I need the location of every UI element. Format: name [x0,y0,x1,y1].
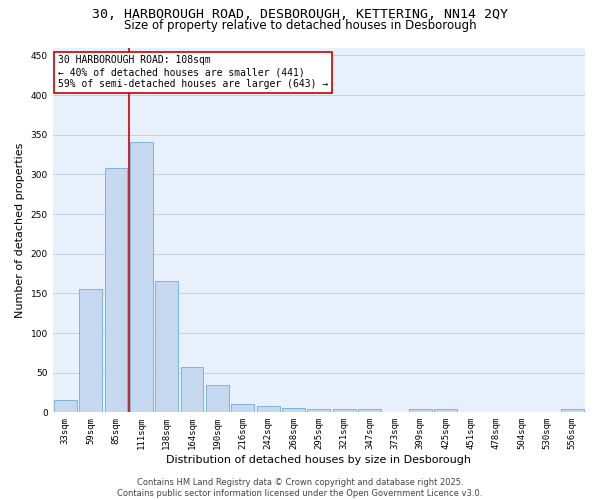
Text: Contains HM Land Registry data © Crown copyright and database right 2025.
Contai: Contains HM Land Registry data © Crown c… [118,478,482,498]
Bar [561,409,584,412]
Bar [130,142,153,412]
X-axis label: Distribution of detached houses by size in Desborough: Distribution of detached houses by size … [166,455,472,465]
Text: 30 HARBOROUGH ROAD: 108sqm
← 40% of detached houses are smaller (441)
59% of sem: 30 HARBOROUGH ROAD: 108sqm ← 40% of deta… [58,56,328,88]
Bar [307,409,330,412]
Bar [257,406,280,412]
Bar [155,282,178,412]
Bar [333,409,356,412]
Bar [434,409,457,412]
Bar [79,290,102,412]
Bar [206,386,229,412]
Bar [282,408,305,412]
Bar [54,400,77,412]
Text: 30, HARBOROUGH ROAD, DESBOROUGH, KETTERING, NN14 2QY: 30, HARBOROUGH ROAD, DESBOROUGH, KETTERI… [92,8,508,20]
Bar [104,168,127,412]
Text: Size of property relative to detached houses in Desborough: Size of property relative to detached ho… [124,19,476,32]
Bar [409,409,431,412]
Bar [358,409,381,412]
Bar [181,367,203,412]
Bar [232,404,254,412]
Y-axis label: Number of detached properties: Number of detached properties [15,142,25,318]
